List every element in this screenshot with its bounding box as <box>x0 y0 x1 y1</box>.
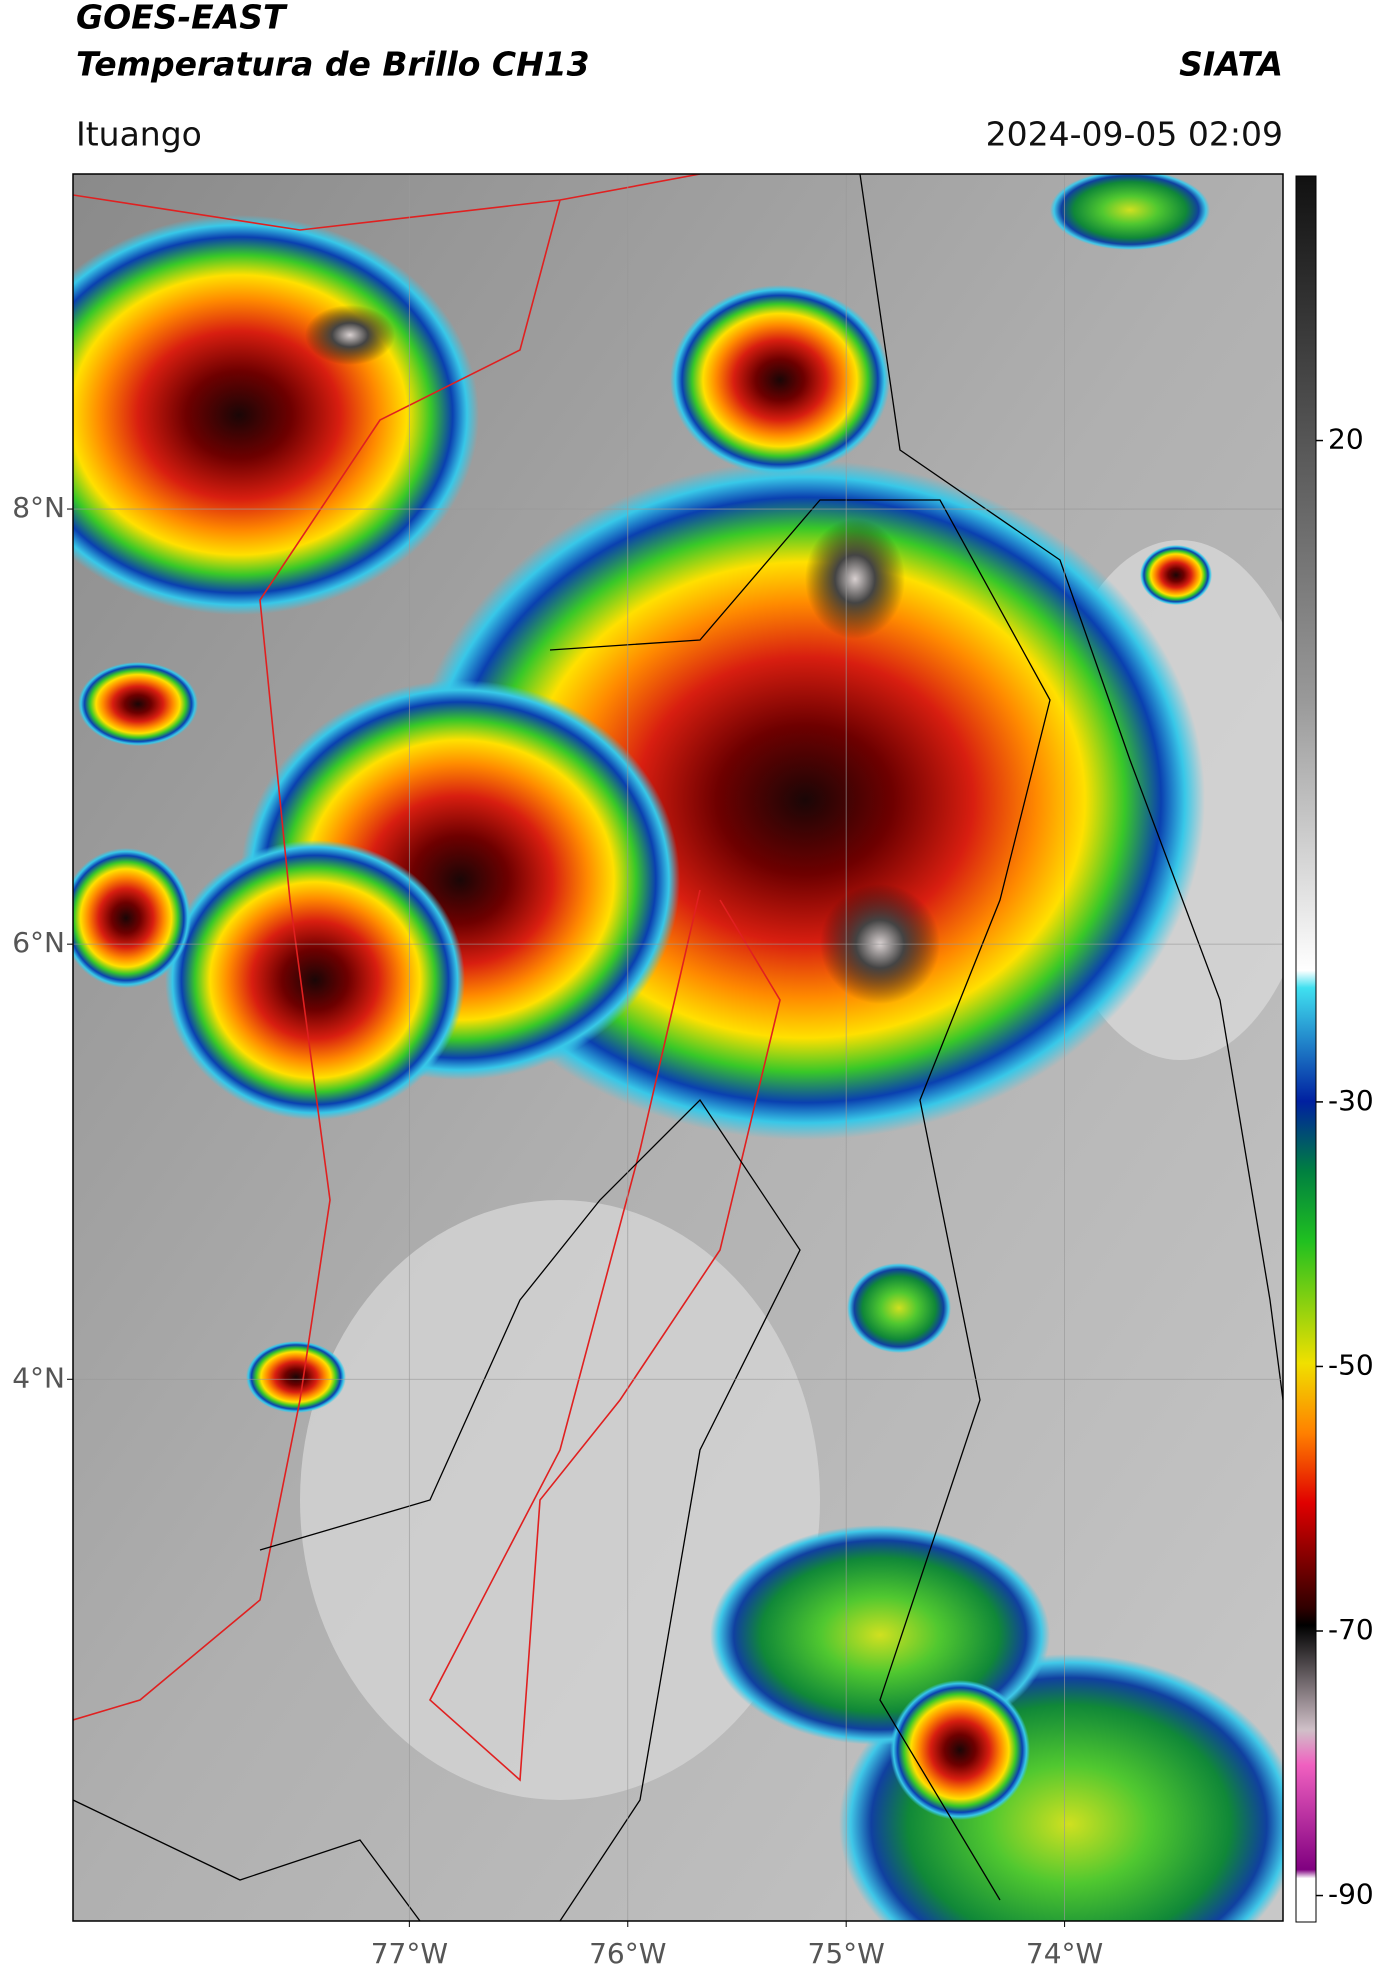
x-tick-label: 77°W <box>371 1937 448 1970</box>
datetime: 2024-09-05 02:09 <box>986 115 1283 154</box>
cloud-core <box>805 519 905 639</box>
border <box>549 499 1051 1901</box>
colorbar-tick-label: -70 <box>1328 1613 1374 1646</box>
cloud-cell <box>1050 174 1210 250</box>
cloud-cell <box>847 1263 951 1353</box>
cloud-cell <box>246 1341 346 1413</box>
y-tick-label: 8°N <box>12 491 65 524</box>
colorbar-tick-label: -50 <box>1328 1348 1374 1381</box>
x-tick-label: 74°W <box>1026 1937 1103 1970</box>
grid <box>73 174 1283 1921</box>
border <box>73 1799 421 1921</box>
x-tick-label: 75°W <box>808 1937 885 1970</box>
cloud-cell <box>165 840 465 1120</box>
title: GOES-EAST <box>76 0 288 37</box>
cloud-cell <box>1140 545 1212 605</box>
border <box>429 889 781 1782</box>
y-tick-label: 4°N <box>12 1361 65 1394</box>
border <box>73 199 561 1721</box>
region: Ituango <box>76 115 202 154</box>
cloud-core <box>305 305 395 365</box>
colorbar-tick-label: -30 <box>1328 1084 1374 1117</box>
y-tick-label: 6°N <box>12 926 65 959</box>
clear-area <box>300 1200 820 1800</box>
cloud-cell <box>73 848 191 988</box>
subtitle: Temperatura de Brillo CH13 <box>76 45 590 84</box>
map-frame <box>72 173 1284 1922</box>
colorbar-tick-label: 20 <box>1328 423 1364 456</box>
cloud-cell <box>890 1680 1030 1820</box>
source: SIATA <box>1179 45 1283 84</box>
colorbar-tick-label: -90 <box>1328 1878 1374 1911</box>
border <box>859 174 1283 1401</box>
border <box>259 1098 801 1921</box>
cloud-cell <box>73 215 479 615</box>
cloud-cell <box>670 285 890 475</box>
border <box>73 174 701 231</box>
cloud-cell <box>78 662 198 746</box>
map-image <box>73 174 1283 1921</box>
colorbar <box>1295 175 1317 1923</box>
x-tick-label: 76°W <box>589 1937 666 1970</box>
